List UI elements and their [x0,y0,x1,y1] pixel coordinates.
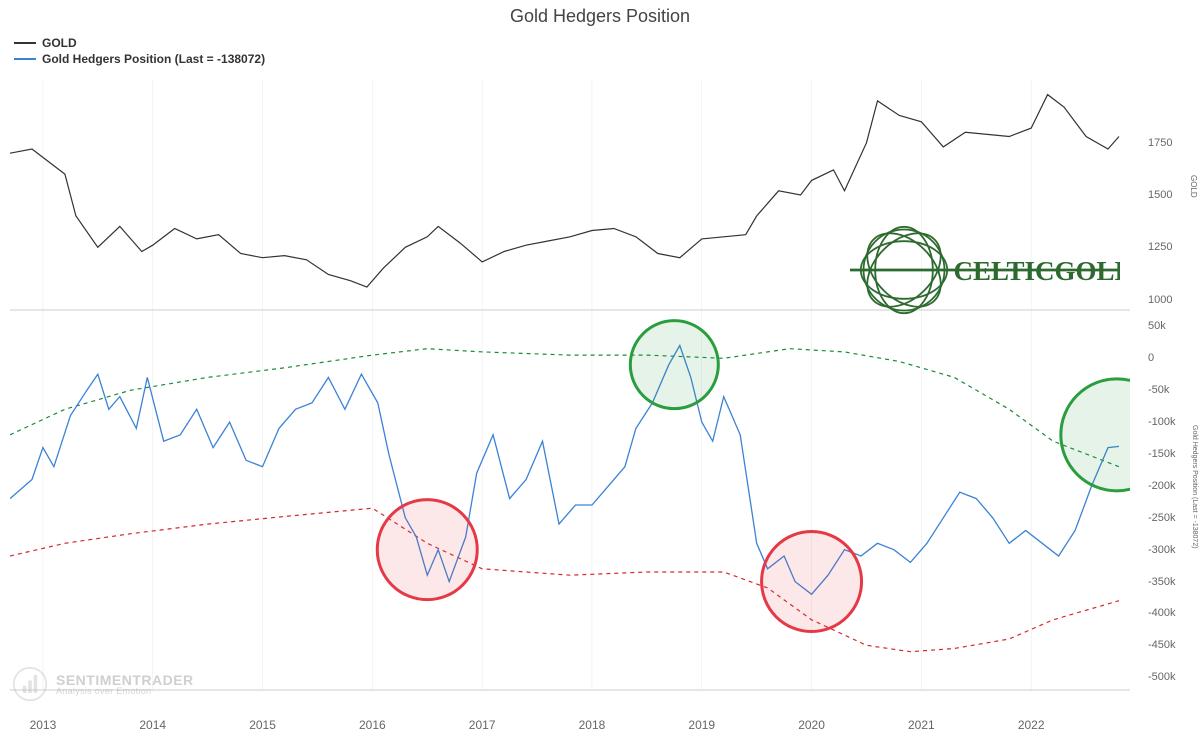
y-tick-hedgers: -100k [1148,416,1176,428]
legend: GOLD Gold Hedgers Position (Last = -1380… [14,36,265,68]
watermark-main: SENTIMENTRADER [56,673,194,687]
x-tick: 2017 [469,718,496,732]
celticgold-logo: CELTICGOLD [850,210,1120,330]
y-tick-gold: 1500 [1148,189,1172,201]
y-tick-hedgers: -300k [1148,544,1176,556]
legend-row-hedgers: Gold Hedgers Position (Last = -138072) [14,52,265,66]
y-tick-hedgers: -200k [1148,480,1176,492]
y-tick-hedgers: -400k [1148,607,1176,619]
y-tick-hedgers: -500k [1148,671,1176,683]
legend-label-gold: GOLD [42,36,77,50]
y-tick-hedgers: -450k [1148,639,1176,651]
x-tick: 2021 [908,718,935,732]
x-tick: 2013 [30,718,57,732]
legend-swatch-hedgers [14,58,36,60]
sentimentrader-icon [12,666,48,702]
watermark-sub: Analysis over Emotion [56,687,194,696]
sentimentrader-watermark: SENTIMENTRADER Analysis over Emotion [12,666,194,702]
x-tick: 2019 [688,718,715,732]
y-tick-hedgers: 50k [1148,320,1166,332]
y-axis-label-hedgers: Gold Hedgers Position (Last = -138072) [1191,425,1198,549]
y-tick-hedgers: 0 [1148,352,1154,364]
y-tick-gold: 1750 [1148,137,1172,149]
x-axis: 2013 2014 2015 2016 2017 2018 2019 2020 2021 2022 [10,718,1130,736]
x-tick: 2015 [249,718,276,732]
x-tick: 2018 [579,718,606,732]
y-tick-gold: 1250 [1148,241,1172,253]
legend-row-gold: GOLD [14,36,265,50]
x-tick: 2016 [359,718,386,732]
x-tick: 2014 [139,718,166,732]
y-axis-right: 1000 1250 1500 1750 50k 0 -50k -100k -150k -200k -… [1142,80,1200,700]
y-tick-hedgers: -350k [1148,576,1176,588]
chart-title: Gold Hedgers Position [0,0,1200,27]
y-axis-label-gold: GOLD [1189,175,1198,198]
y-tick-hedgers: -150k [1148,448,1176,460]
x-tick: 2022 [1018,718,1045,732]
chart-plot [10,80,1130,700]
y-tick-hedgers: -50k [1148,384,1169,396]
y-tick-hedgers: -250k [1148,512,1176,524]
legend-swatch-gold [14,42,36,44]
y-tick-gold: 1000 [1148,294,1172,306]
legend-label-hedgers: Gold Hedgers Position (Last = -138072) [42,52,265,66]
x-tick: 2020 [798,718,825,732]
